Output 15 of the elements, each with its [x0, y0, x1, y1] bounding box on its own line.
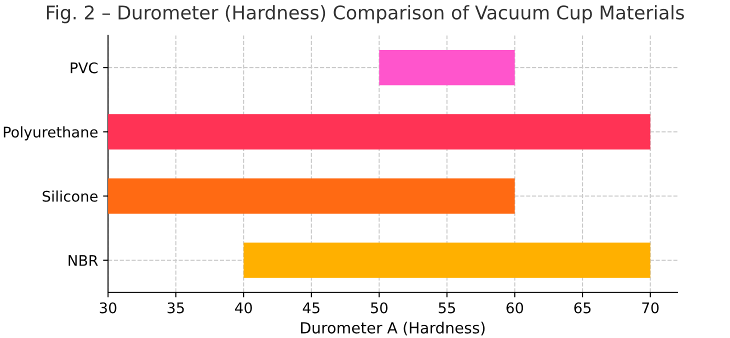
y-tick-label: Silicone	[42, 190, 98, 202]
x-tick-label: 55	[438, 302, 455, 314]
x-axis-title: Durometer A (Hardness)	[301, 322, 485, 336]
x-tick-label: 40	[235, 302, 252, 314]
x-tick-label: 45	[302, 302, 320, 314]
x-tick-label: 70	[642, 302, 659, 314]
y-tick-label: NBR	[68, 255, 98, 266]
chart-title: Fig. 2 – Durometer (Hardness) Comparison of Vacuum Cup Materials	[46, 5, 684, 24]
y-tick-label: Polyurethane	[4, 126, 98, 140]
x-tick-label: 35	[168, 302, 184, 314]
x-tick-label: 60	[506, 302, 524, 314]
y-tick-label: PVC	[70, 62, 98, 74]
x-tick-label: 50	[371, 302, 388, 314]
x-tick-label: 65	[574, 302, 591, 314]
x-tick-label: 30	[100, 302, 116, 314]
